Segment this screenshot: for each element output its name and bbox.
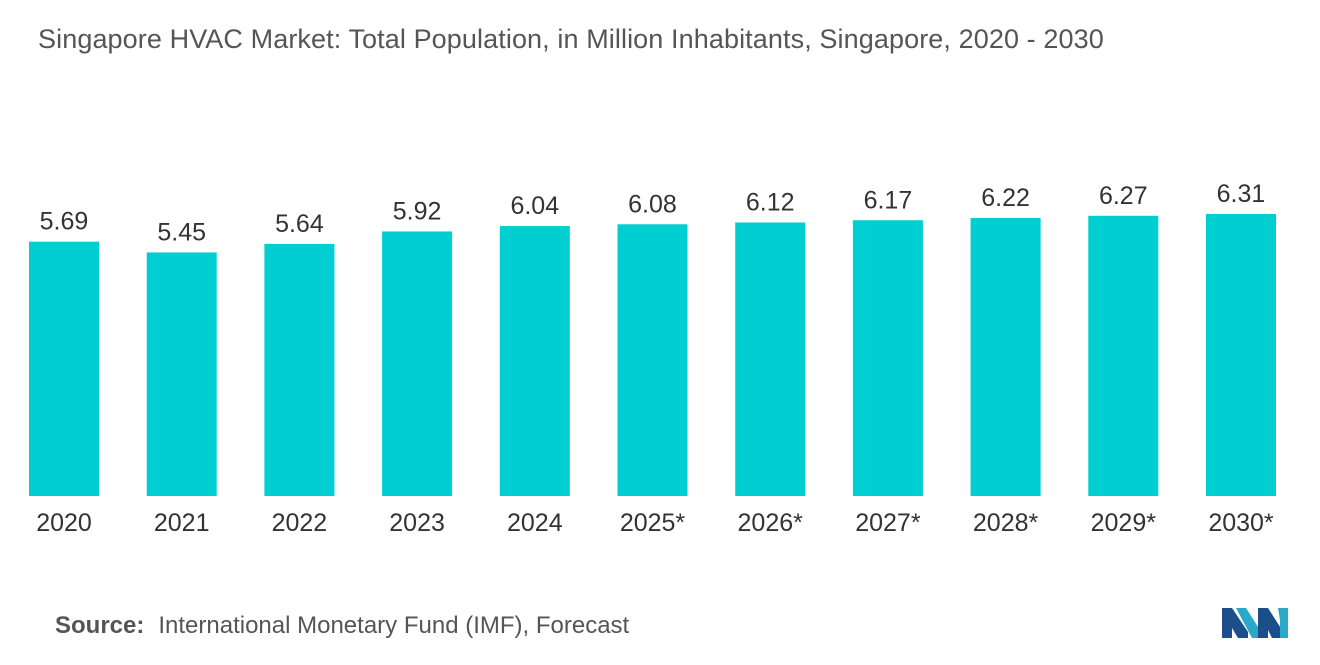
value-label: 6.12 (746, 188, 795, 216)
source-note: Source: International Monetary Fund (IMF)… (55, 612, 629, 640)
source-label: Source: (55, 612, 145, 639)
x-tick-label: 2025* (620, 509, 686, 537)
value-label: 5.64 (275, 210, 324, 238)
bar-2025 (617, 224, 688, 496)
x-tick-label: 2030* (1208, 509, 1274, 537)
chart-title: Singapore HVAC Market: Total Population,… (38, 24, 1104, 54)
value-label: 6.27 (1099, 182, 1148, 210)
x-tick-label: 2021 (154, 509, 210, 537)
value-label: 6.08 (628, 190, 677, 218)
bar-2024 (499, 226, 570, 496)
source-text: International Monetary Fund (IMF), Forec… (158, 612, 630, 639)
x-tick-label: 2022 (272, 509, 328, 537)
bar-2028 (970, 218, 1041, 496)
value-label: 6.04 (510, 192, 559, 220)
bar-2027 (852, 220, 923, 497)
value-label: 5.45 (157, 218, 206, 246)
x-tick-label: 2026* (738, 509, 804, 537)
bar-2020 (29, 241, 99, 496)
x-tick-label: 2027* (855, 509, 921, 537)
x-tick-label: 2020 (36, 509, 92, 537)
bar-2023 (382, 231, 453, 496)
bar-2030 (1206, 214, 1276, 496)
bar-2022 (264, 243, 335, 496)
value-label: 6.17 (864, 186, 913, 214)
value-label: 6.22 (981, 184, 1030, 212)
x-tick-label: 2028* (973, 509, 1039, 537)
value-label: 5.69 (40, 208, 89, 236)
x-tick-label: 2024 (507, 509, 563, 537)
bar-2029 (1088, 215, 1159, 496)
value-label: 6.31 (1217, 180, 1266, 208)
brand-logo-icon (1222, 608, 1288, 638)
x-tick-label: 2023 (389, 509, 445, 537)
x-tick-label: 2029* (1091, 509, 1157, 537)
bar-2021 (146, 252, 217, 496)
value-label: 5.92 (393, 197, 442, 225)
bar-chart: 5.69 2020 5.45 2021 5.64 2022 5.92 2023 6.04 2024… (29, 180, 1276, 537)
bar-2026 (735, 222, 806, 497)
